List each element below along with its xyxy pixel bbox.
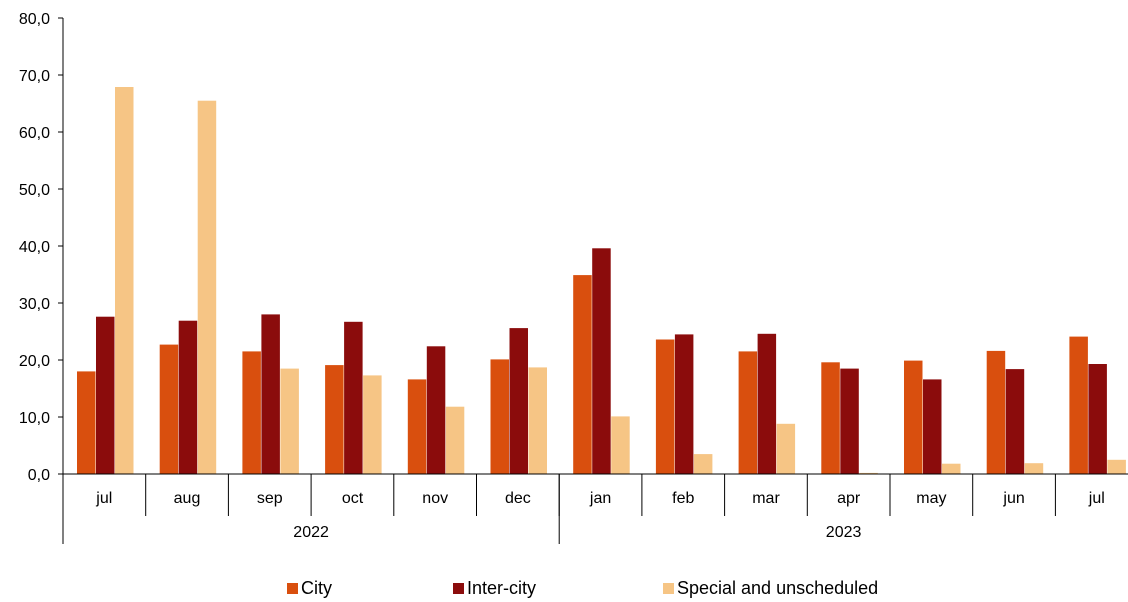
legend-label-1: Inter-city [467,578,536,598]
x-tick-label-10: may [916,490,946,507]
bar-special-and-unscheduled-feb-7 [693,454,713,474]
bar-inter-city-dec-5 [509,328,528,474]
legend: City Inter-city Special and unscheduled [287,578,878,598]
bar-inter-city-jul-12 [1088,364,1107,474]
y-tick-label-2: 20,0 [19,353,50,370]
legend-label-0: City [301,578,332,598]
bar-city-aug-1 [159,344,179,474]
legend-label-2: Special and unscheduled [677,578,878,598]
bar-city-jul-12 [1069,336,1088,474]
x-tick-label-12: jul [1088,490,1105,507]
bar-city-mar-8 [738,351,758,474]
bar-inter-city-sep-2 [261,314,280,474]
bar-city-jan-6 [573,275,592,474]
x-year-label-1: 2023 [826,524,862,541]
bars-layer [77,87,1126,475]
bar-inter-city-jan-6 [592,248,611,474]
legend-swatch-1 [453,583,464,594]
bar-inter-city-nov-4 [426,346,446,474]
bar-inter-city-oct-3 [344,321,363,474]
bar-special-and-unscheduled-aug-1 [197,100,217,474]
x-tick-label-2: sep [257,490,283,507]
y-tick-label-1: 10,0 [19,410,50,427]
bar-city-nov-4 [407,379,427,474]
bar-special-and-unscheduled-apr-9 [859,472,878,474]
y-tick-label-5: 50,0 [19,182,50,199]
bar-special-and-unscheduled-oct-3 [363,375,382,474]
bar-city-jul-0 [77,371,96,474]
y-tick-label-4: 40,0 [19,239,50,256]
x-tick-label-5: dec [505,490,531,507]
legend-swatch-0 [287,583,298,594]
bar-inter-city-mar-8 [757,333,777,474]
bar-special-and-unscheduled-may-10 [942,463,961,474]
y-tick-label-0: 0,0 [28,467,50,484]
bar-special-and-unscheduled-jul-0 [115,87,134,474]
axes-layer: 0,0 10,0 20,0 30,0 40,0 50,0 60,0 70,0 80,0 jul au… [19,11,1128,544]
y-tick-label-7: 70,0 [19,68,50,85]
x-year-label-0: 2022 [293,524,329,541]
bar-inter-city-feb-7 [674,334,694,474]
bar-inter-city-jul-0 [96,316,115,474]
x-tick-label-11: jun [1002,490,1024,507]
bar-special-and-unscheduled-mar-8 [776,423,796,474]
bar-special-and-unscheduled-dec-5 [528,367,547,474]
x-tick-label-0: jul [95,490,112,507]
y-tick-label-6: 60,0 [19,125,50,142]
y-tick-label-3: 30,0 [19,296,50,313]
x-tick-label-8: mar [752,490,780,507]
bar-city-may-10 [904,360,923,474]
bar-city-jun-11 [986,350,1006,474]
bar-city-feb-7 [655,339,675,474]
x-tick-label-1: aug [174,490,201,507]
bar-city-oct-3 [325,365,344,474]
bar-inter-city-may-10 [923,379,942,474]
bar-inter-city-jun-11 [1005,369,1025,474]
y-tick-label-8: 80,0 [19,11,50,28]
x-tick-label-7: feb [672,490,694,507]
bar-special-and-unscheduled-nov-4 [445,406,465,474]
bar-inter-city-apr-9 [840,368,859,474]
x-tick-label-6: jan [589,490,611,507]
bar-city-sep-2 [242,351,261,474]
x-tick-label-4: nov [422,490,448,507]
bar-city-dec-5 [490,359,509,474]
bar-special-and-unscheduled-jul-12 [1107,459,1126,475]
bar-inter-city-aug-1 [178,320,198,474]
legend-swatch-2 [663,583,674,594]
x-tick-label-9: apr [837,490,861,507]
x-tick-label-3: oct [342,490,364,507]
bar-city-apr-9 [821,362,840,474]
bar-special-and-unscheduled-jan-6 [611,416,630,474]
bar-special-and-unscheduled-sep-2 [280,368,299,474]
bar-special-and-unscheduled-jun-11 [1024,463,1044,474]
